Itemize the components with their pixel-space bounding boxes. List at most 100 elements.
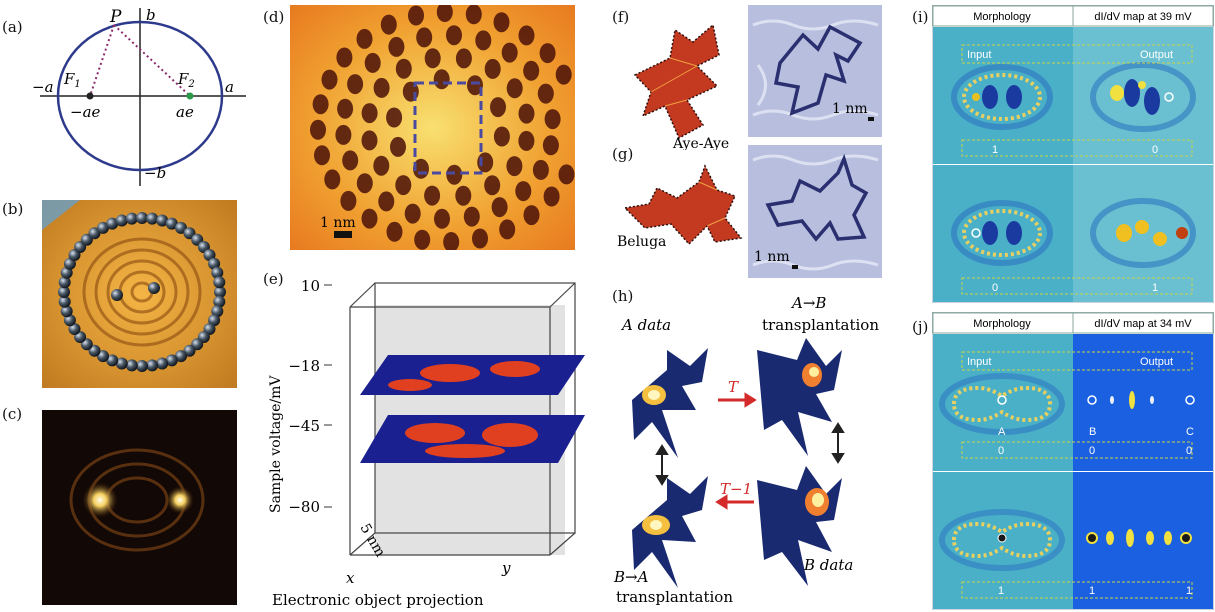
molecule-dot bbox=[544, 109, 561, 130]
input-label-j: Input bbox=[967, 356, 991, 368]
c-value-top: 0 bbox=[1186, 445, 1192, 457]
header-map-j: dI/dV map at 34 mV bbox=[1094, 318, 1192, 330]
electronic-lattice-image: 1 nm bbox=[290, 5, 575, 250]
corral-atom bbox=[115, 214, 128, 227]
corral-atom bbox=[146, 212, 159, 225]
molecule-dots bbox=[310, 5, 575, 250]
corral-atom bbox=[213, 295, 226, 308]
molecule-dot bbox=[356, 28, 373, 49]
molecule-dot bbox=[388, 36, 405, 57]
molecule-dot bbox=[314, 145, 330, 166]
c-value-bottom: 1 bbox=[1186, 585, 1192, 597]
molecule-dot bbox=[342, 150, 359, 171]
molecule-dot bbox=[390, 136, 406, 157]
a-value-bottom: 1 bbox=[998, 585, 1004, 597]
molecule-dot bbox=[436, 5, 453, 22]
a-data-label: A data bbox=[620, 316, 671, 334]
corral-atom bbox=[106, 354, 119, 367]
molecule-dot bbox=[537, 83, 554, 104]
molecule-dot bbox=[543, 186, 560, 207]
t-inv-arrow bbox=[715, 494, 754, 510]
ae-label: ae bbox=[176, 103, 194, 121]
logic-gate-i: Morphology dI/dV map at 39 mV Input Outp… bbox=[932, 5, 1214, 303]
corral-atom bbox=[63, 314, 76, 327]
bright-focus-right bbox=[166, 486, 194, 514]
ab-label-line1: A→B bbox=[790, 294, 826, 312]
molecule-dot bbox=[493, 12, 510, 33]
aye-aye-stm-image: 1 nm bbox=[748, 5, 882, 137]
mirage-image bbox=[42, 410, 237, 605]
molecule-dot bbox=[373, 155, 390, 176]
corral-atom bbox=[58, 286, 70, 298]
point-p-label: P bbox=[109, 7, 122, 27]
corral-atom bbox=[125, 359, 138, 372]
molecule-dot bbox=[472, 228, 488, 249]
molecule-dot bbox=[386, 221, 403, 242]
molecule-dot bbox=[312, 94, 329, 115]
panel-d-tag: (d) bbox=[263, 8, 285, 26]
corral-atom bbox=[136, 212, 148, 224]
corral-atom bbox=[156, 357, 169, 370]
molecule-dot bbox=[378, 191, 395, 212]
b-value-top: 0 bbox=[1089, 445, 1095, 457]
neg-ae-label: −ae bbox=[70, 103, 101, 121]
molecule-dot bbox=[380, 14, 397, 35]
corral-atom bbox=[58, 276, 71, 289]
corral-atom bbox=[175, 350, 187, 363]
shape-b-data bbox=[757, 466, 842, 586]
corral-atom bbox=[165, 354, 178, 367]
panel-c-tag: (c) bbox=[2, 405, 23, 423]
t-inv-label: T−1 bbox=[720, 480, 752, 498]
molecule-dot bbox=[465, 5, 482, 25]
letter-a: A bbox=[998, 426, 1006, 438]
shape-ba bbox=[632, 476, 708, 588]
ellipse-curve bbox=[56, 20, 224, 172]
input-label: Input bbox=[967, 49, 991, 61]
molecule-dot bbox=[356, 173, 373, 194]
peanut-ring-top bbox=[951, 385, 1053, 423]
molecule-dot bbox=[558, 164, 575, 185]
output-label-j: Output bbox=[1140, 356, 1173, 368]
molecule-dot bbox=[373, 77, 390, 98]
beluga-stm-image: 1 nm bbox=[748, 145, 882, 278]
panel-b-tag: (b) bbox=[2, 200, 24, 218]
molecule-dot bbox=[324, 169, 341, 190]
corral-atom bbox=[211, 266, 224, 279]
focal-line-2 bbox=[113, 24, 191, 97]
molecule-dot bbox=[340, 190, 357, 211]
shape-ab bbox=[757, 338, 842, 456]
molecule-dot bbox=[443, 232, 460, 250]
vertical-arrow-right bbox=[831, 422, 845, 464]
molecule-dot bbox=[532, 159, 549, 180]
letter-b: B bbox=[1089, 426, 1096, 438]
corral-atom bbox=[165, 217, 178, 230]
molecule-dot bbox=[467, 75, 483, 96]
molecule-dot bbox=[490, 97, 506, 118]
molecule-dot bbox=[321, 69, 338, 90]
vertical-arrow-left bbox=[655, 444, 669, 486]
molecule-dot bbox=[455, 48, 472, 69]
corral-atom bbox=[175, 221, 187, 234]
molecule-dot bbox=[491, 197, 508, 218]
corral-atom bbox=[97, 350, 109, 363]
molecule-dot bbox=[518, 130, 535, 151]
b-data-label: B data bbox=[803, 556, 853, 574]
molecule-dot bbox=[515, 181, 532, 202]
molecule-dot bbox=[361, 103, 378, 124]
corral-atom bbox=[183, 344, 196, 357]
molecule-dot bbox=[518, 103, 535, 124]
shape-a-data bbox=[632, 348, 708, 458]
input-value-bottom: 0 bbox=[992, 282, 998, 294]
tick-neg45: −45 bbox=[288, 417, 320, 435]
aye-aye-scale: 1 nm bbox=[832, 101, 868, 117]
letter-c: C bbox=[1186, 426, 1194, 438]
y-axis-label: Sample voltage/mV bbox=[268, 375, 284, 513]
molecule-dot bbox=[446, 25, 462, 46]
b-label: b bbox=[146, 6, 156, 24]
neg-a-label: −a bbox=[32, 78, 54, 96]
molecule-dot bbox=[337, 98, 354, 119]
corral-atom bbox=[60, 305, 73, 318]
molecule-dot bbox=[493, 126, 510, 147]
a-label: a bbox=[225, 78, 234, 96]
ab-label-line2: transplantation bbox=[762, 316, 879, 334]
